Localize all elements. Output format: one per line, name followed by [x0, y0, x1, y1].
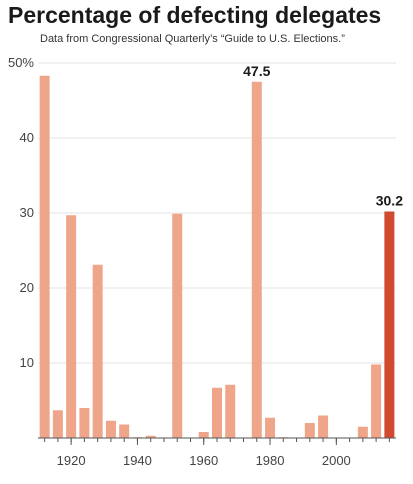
x-tick-label: 1960	[189, 453, 218, 468]
chart-title: Percentage of defecting delegates	[8, 2, 382, 28]
bar	[371, 364, 382, 438]
bar	[198, 432, 209, 438]
y-tick-label: 50%	[8, 55, 34, 70]
highlighted-bar	[384, 211, 395, 438]
bar	[212, 387, 222, 438]
x-tick-label: 1980	[256, 453, 285, 468]
bar	[251, 81, 262, 438]
bar	[265, 417, 276, 438]
y-tick-label: 30	[20, 205, 34, 220]
bar	[304, 423, 315, 438]
x-tick-label: 1940	[123, 453, 152, 468]
data-label: 30.2	[376, 193, 403, 209]
bar	[357, 426, 368, 438]
chart-subtitle: Data from Congressional Quarterly’s “Gui…	[40, 33, 345, 45]
x-tick-label: 1920	[57, 453, 86, 468]
bar	[66, 215, 77, 438]
bar	[52, 410, 63, 438]
x-tick-label: 2000	[322, 453, 351, 468]
bar	[79, 408, 90, 438]
bar	[172, 213, 183, 438]
bar	[318, 415, 329, 438]
y-tick-label: 40	[20, 130, 34, 145]
data-label: 47.5	[243, 63, 270, 79]
bar	[145, 435, 156, 438]
bar	[39, 75, 50, 438]
bar	[225, 384, 236, 438]
bar	[105, 420, 116, 438]
bar	[92, 264, 103, 438]
y-tick-label: 20	[20, 280, 34, 295]
bar	[119, 424, 130, 438]
y-tick-label: 10	[20, 355, 34, 370]
